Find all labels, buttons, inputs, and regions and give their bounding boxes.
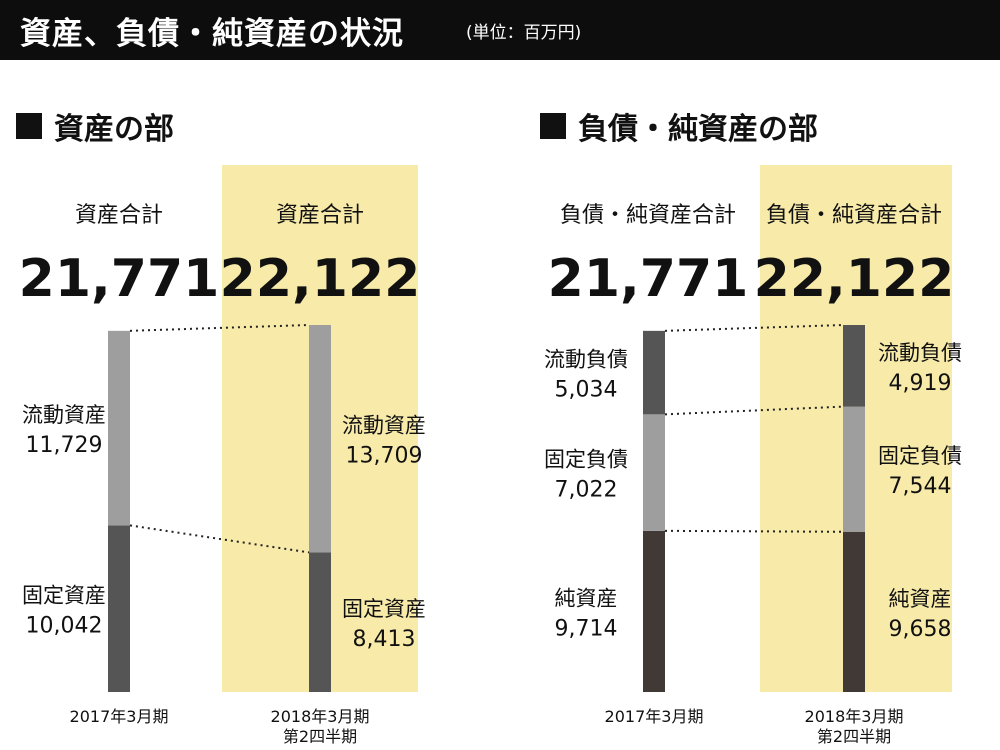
- bar-segment-1-1: [108, 525, 130, 692]
- segment-label: 純資産: [555, 586, 618, 610]
- segment-value: 7,544: [889, 474, 952, 499]
- segment-value: 5,034: [555, 378, 618, 403]
- bar-segment-2-1: [108, 330, 130, 526]
- total-label: 資産合計: [276, 203, 364, 228]
- segment-value: 9,714: [555, 616, 618, 641]
- liabilities-section-title: 負債・純資産の部: [540, 104, 818, 148]
- total-label: 負債・純資産合計: [560, 203, 736, 228]
- unit-note: (単位：百万円): [466, 23, 582, 43]
- segment-label: 固定資産: [22, 584, 106, 608]
- period-label: 2018年3月期: [805, 707, 904, 726]
- total-label: 資産合計: [75, 203, 163, 228]
- page-title: 資産、負債・純資産の状況: [20, 16, 404, 52]
- dotted-connector: [129, 524, 310, 554]
- bar-segment-3-2: [843, 325, 865, 407]
- bar-segment-1-2: [843, 531, 865, 692]
- bar-segment-2-2: [843, 406, 865, 532]
- segment-value: 10,042: [26, 614, 103, 639]
- segment-label: 固定資産: [342, 597, 426, 621]
- segment-value: 8,413: [353, 627, 416, 652]
- liabilities-title-text: 負債・純資産の部: [578, 112, 818, 147]
- segment-label: 流動負債: [878, 341, 962, 365]
- segment-value: 11,729: [26, 433, 103, 458]
- period-label: 第2四半期: [283, 727, 357, 746]
- square-bullet-icon: [540, 113, 566, 139]
- segment-label: 固定負債: [544, 448, 628, 472]
- bar-segment-3-1: [643, 330, 665, 415]
- segment-label: 流動資産: [342, 414, 426, 438]
- segment-label: 固定負債: [878, 444, 962, 468]
- bar-segment-1-2: [309, 552, 331, 692]
- bar-segment-2-2: [309, 325, 331, 553]
- segment-label: 流動負債: [544, 348, 628, 372]
- period-label: 第2四半期: [817, 727, 891, 746]
- square-bullet-icon: [16, 113, 42, 139]
- header-bar: 資産、負債・純資産の状況 (単位：百万円): [0, 0, 1000, 60]
- segment-value: 13,709: [346, 444, 423, 469]
- bar-segment-1-1: [643, 530, 665, 692]
- dotted-connector: [664, 529, 844, 533]
- assets-section-title: 資産の部: [16, 104, 174, 148]
- period-label: 2017年3月期: [605, 707, 704, 726]
- segment-value: 7,022: [555, 478, 618, 503]
- segment-value: 4,919: [889, 371, 952, 396]
- total-value: 22,122: [754, 249, 955, 309]
- segment-value: 9,658: [889, 617, 952, 642]
- assets-title-text: 資産の部: [54, 112, 174, 147]
- bar-segment-2-1: [643, 414, 665, 531]
- segment-label: 流動資産: [22, 403, 106, 427]
- total-value: 21,771: [548, 249, 749, 309]
- total-label: 負債・純資産合計: [766, 203, 942, 228]
- period-label: 2017年3月期: [70, 707, 169, 726]
- total-value: 22,122: [220, 249, 421, 309]
- segment-label: 純資産: [889, 587, 952, 611]
- total-value: 21,771: [19, 249, 220, 309]
- period-label: 2018年3月期: [271, 707, 370, 726]
